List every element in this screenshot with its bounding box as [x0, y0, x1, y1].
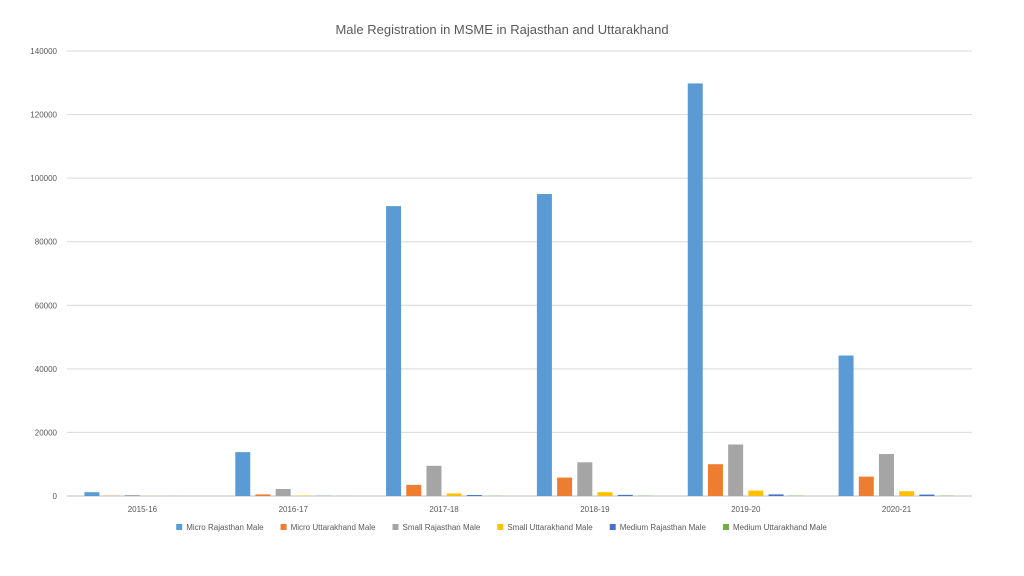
- x-tick-label: 2020-21: [882, 505, 912, 514]
- legend-item: Medium Rajasthan Male: [609, 523, 707, 532]
- bar: [466, 495, 482, 496]
- bar: [235, 452, 251, 496]
- y-axis-ticks: 0 20000 40000 60000 80000 100000 120000 140000: [30, 47, 57, 501]
- x-tick-label: 2017-18: [429, 505, 459, 514]
- legend-swatch: [722, 524, 729, 530]
- legend-swatch: [609, 524, 616, 530]
- gridlines: [67, 50, 972, 497]
- y-tick-label: 60000: [35, 301, 58, 310]
- bar: [838, 355, 854, 496]
- legend-label: Micro Rajasthan Male: [186, 523, 264, 532]
- legend-swatch: [176, 524, 183, 530]
- chart-title: Male Registration in MSME in Rajasthan a…: [335, 22, 668, 37]
- bar: [617, 494, 633, 496]
- x-tick-label: 2018-19: [580, 505, 610, 514]
- x-axis-ticks: 2015-16 2016-17 2017-18 2018-19 2019-20 2020-…: [128, 505, 912, 514]
- bar: [687, 83, 703, 497]
- legend-item: Medium Uttarakhand Male: [722, 523, 827, 532]
- bar: [728, 444, 744, 496]
- bar: [406, 484, 422, 496]
- bar: [597, 492, 613, 496]
- y-tick-label: 0: [53, 492, 58, 501]
- bar: [768, 494, 784, 496]
- bar: [899, 491, 915, 496]
- bar: [124, 495, 140, 496]
- legend-label: Small Rajasthan Male: [403, 523, 481, 532]
- bar: [577, 462, 593, 496]
- bars: [84, 83, 955, 497]
- y-tick-label: 100000: [30, 174, 57, 183]
- bar: [919, 494, 935, 496]
- bar: [878, 454, 894, 496]
- bar: [446, 493, 462, 496]
- x-tick-label: 2015-16: [128, 505, 158, 514]
- bar: [536, 194, 552, 497]
- legend-item: Small Rajasthan Male: [392, 523, 481, 532]
- legend-label: Micro Uttarakhand Male: [291, 523, 376, 532]
- bar: [255, 494, 271, 496]
- y-tick-label: 40000: [35, 365, 58, 374]
- legend-item: Small Uttarakhand Male: [497, 523, 593, 532]
- bar: [707, 464, 723, 496]
- bar: [748, 490, 764, 496]
- bar: [386, 206, 402, 496]
- legend-swatch: [497, 524, 504, 530]
- bar: [84, 492, 100, 496]
- bar: [858, 476, 874, 496]
- x-tick-label: 2019-20: [731, 505, 761, 514]
- bar: [275, 489, 291, 496]
- bar: [557, 477, 573, 496]
- legend-label: Medium Uttarakhand Male: [733, 523, 827, 532]
- legend: Micro Rajasthan Male Micro Uttarakhand Ma…: [176, 523, 827, 532]
- legend-swatch: [280, 524, 287, 530]
- y-tick-label: 140000: [30, 47, 57, 56]
- legend-swatch: [392, 524, 399, 530]
- x-tick-label: 2016-17: [279, 505, 309, 514]
- legend-item: Micro Rajasthan Male: [176, 523, 264, 532]
- legend-label: Medium Rajasthan Male: [620, 523, 707, 532]
- y-tick-label: 80000: [35, 238, 58, 247]
- bar: [426, 465, 442, 496]
- legend-item: Micro Uttarakhand Male: [280, 523, 376, 532]
- y-tick-label: 20000: [35, 428, 58, 437]
- y-tick-label: 120000: [30, 111, 57, 120]
- legend-label: Small Uttarakhand Male: [507, 523, 593, 532]
